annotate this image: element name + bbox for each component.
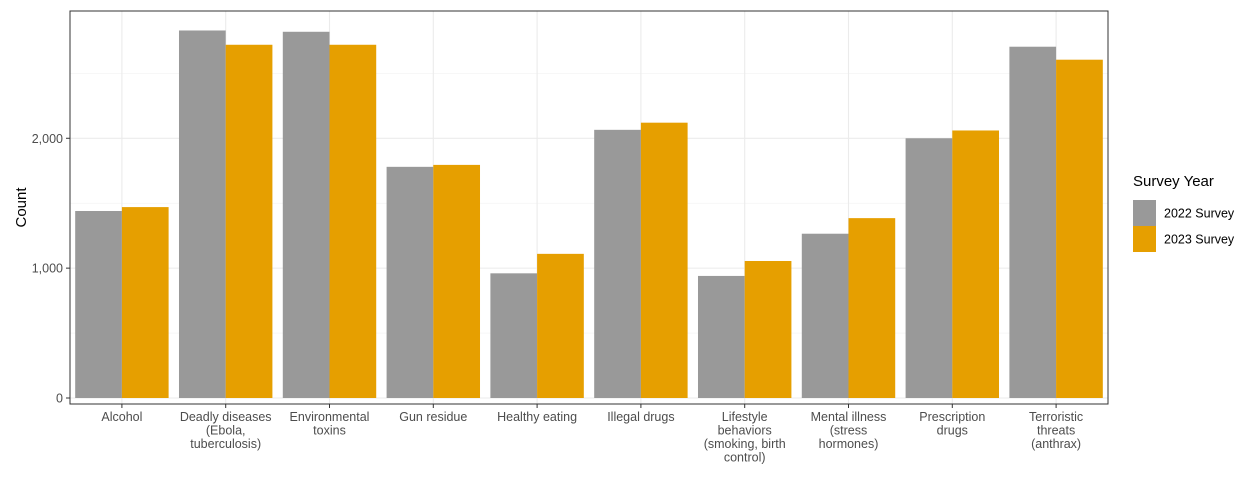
bar xyxy=(329,44,377,398)
y-axis-title: Count xyxy=(13,187,30,228)
x-tick-label-line: threats xyxy=(1037,424,1075,438)
x-tick-label-line: hormones) xyxy=(819,437,879,451)
x-tick-label: Lifestyle behaviors (smoking, birth control… xyxy=(704,410,786,465)
legend-title: Survey Year xyxy=(1133,173,1214,190)
x-tick-label-line: (Ebola, xyxy=(206,424,246,438)
bar xyxy=(75,210,122,398)
bar xyxy=(1009,46,1057,399)
y-axis: 0 1,000 2,000 xyxy=(32,132,70,406)
y-tick-label: 1,000 xyxy=(32,262,63,276)
y-tick-label: 0 xyxy=(56,392,63,406)
y-tick-label: 2,000 xyxy=(32,132,63,146)
bar xyxy=(697,275,745,398)
x-tick-label-line: Mental illness xyxy=(811,410,887,424)
bar xyxy=(537,253,584,398)
bar xyxy=(744,260,792,398)
bar xyxy=(386,166,434,398)
bar xyxy=(801,233,849,398)
bar xyxy=(640,122,688,398)
x-tick-label-line: Lifestyle xyxy=(722,410,768,424)
bar xyxy=(282,31,330,398)
x-axis: Alcohol Deadly diseases (Ebola, tuberculosi… xyxy=(101,404,1083,465)
x-tick-label: Prescription drugs xyxy=(919,410,985,438)
x-tick-label-line: (smoking, birth xyxy=(704,437,786,451)
bars xyxy=(75,30,1103,399)
bar xyxy=(121,207,169,398)
legend-swatch xyxy=(1133,226,1156,252)
bar xyxy=(905,138,953,398)
bar xyxy=(848,218,896,398)
x-tick-label: Environmental toxins xyxy=(290,410,370,438)
x-tick-label-line: control) xyxy=(724,451,766,465)
bar xyxy=(1056,59,1103,398)
x-tick-label-line: Alcohol xyxy=(101,410,142,424)
x-tick-label: Alcohol xyxy=(101,410,142,424)
x-tick-label: Mental illness (stress hormones) xyxy=(811,410,887,451)
x-tick-label-line: Prescription xyxy=(919,410,985,424)
x-tick-label: Terroristic threats (anthrax) xyxy=(1029,410,1083,451)
x-tick-label-line: Deadly diseases xyxy=(180,410,272,424)
x-tick-label: Deadly diseases (Ebola, tuberculosis) xyxy=(180,410,272,451)
legend-label: 2023 Survey xyxy=(1164,233,1235,247)
plot-border xyxy=(69,10,1109,405)
bar xyxy=(433,164,481,398)
x-tick-label-line: drugs xyxy=(937,424,968,438)
legend-swatch xyxy=(1133,200,1156,226)
x-tick-label-line: Environmental xyxy=(290,410,370,424)
bar xyxy=(178,30,226,399)
x-tick-label-line: Illegal drugs xyxy=(607,410,674,424)
bar xyxy=(952,130,1000,399)
x-tick-label-line: Gun residue xyxy=(399,410,467,424)
x-tick-label: Healthy eating xyxy=(497,410,577,424)
x-tick-label: Gun residue xyxy=(399,410,467,424)
bar xyxy=(594,129,641,398)
bar xyxy=(490,273,538,398)
x-tick-label-line: Healthy eating xyxy=(497,410,577,424)
x-tick-label-line: tuberculosis) xyxy=(190,437,261,451)
x-tick-label-line: toxins xyxy=(313,424,346,438)
x-tick-label-line: Terroristic xyxy=(1029,410,1083,424)
legend-label: 2022 Survey xyxy=(1164,207,1235,221)
bar xyxy=(225,44,273,398)
legend: Survey Year 2022 Survey 2023 Survey xyxy=(1133,173,1235,252)
x-tick-label-line: behaviors xyxy=(718,424,772,438)
x-tick-label: Illegal drugs xyxy=(607,410,674,424)
x-tick-label-line: (stress xyxy=(830,424,868,438)
x-tick-label-line: (anthrax) xyxy=(1031,437,1081,451)
